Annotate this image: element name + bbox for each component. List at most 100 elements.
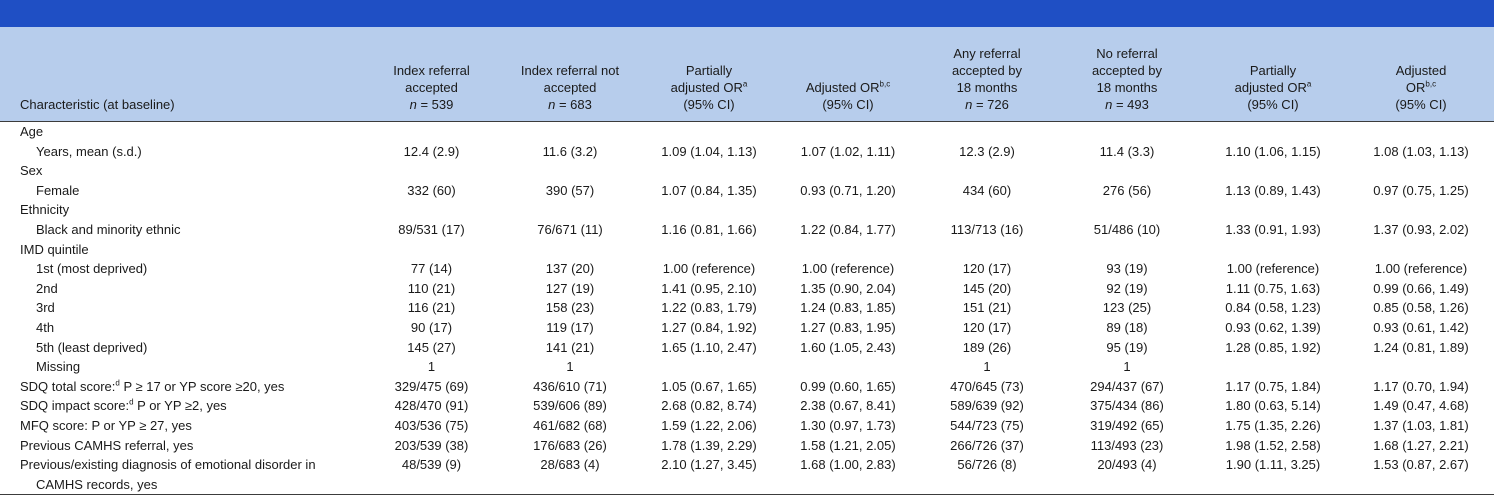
table-cell: 12.3 (2.9) (959, 143, 1015, 159)
section-ethnicity: Ethnicity (20, 202, 70, 218)
table-cell: 116 (21) (407, 300, 456, 316)
table-cell: 28/683 (4) (500, 455, 640, 496)
table-cell: 1.58 (1.21, 2.05) (800, 437, 896, 453)
row-label: Previous/existing diagnosis of emotional… (0, 455, 363, 496)
table-cell: 110 (21) (407, 280, 456, 296)
table-cell: 176/683 (26) (533, 437, 607, 453)
table-cell: 120 (17) (962, 261, 1012, 277)
table-row: 1st (most deprived) 77 (14) 137 (20) 1.00 … (0, 259, 1494, 279)
table-cell: 90 (17) (410, 319, 453, 335)
table-cell: 203/539 (38) (394, 437, 469, 453)
row-label: MFQ score: P or YP ≥ 27, yes (20, 417, 192, 433)
table-cell: 1.08 (1.03, 1.13) (1373, 143, 1469, 159)
table-cell: 145 (27) (407, 339, 456, 355)
table-cell: 2.10 (1.27, 3.45) (640, 455, 778, 496)
header-index-not-accepted: Index referral not accepted n = 683 (500, 27, 640, 122)
row-label: 2nd (36, 280, 58, 296)
table-cell: 2.68 (0.82, 8.74) (661, 398, 757, 414)
table-cell: 1.22 (0.84, 1.77) (800, 221, 896, 237)
table-row: Black and minority ethnic 89/531 (17) 76/… (0, 220, 1494, 240)
table-cell: 1.53 (0.87, 2.67) (1348, 455, 1494, 496)
table-row: 5th (least deprived) 145 (27) 141 (21) 1.6… (0, 338, 1494, 358)
header-any-referral-accepted: Any referral accepted by 18 months n = 726 (918, 27, 1056, 122)
table-cell: 0.93 (0.71, 1.20) (800, 182, 896, 198)
table-cell: 1.78 (1.39, 2.29) (661, 437, 757, 453)
table-cell: 1.11 (0.75, 1.63) (1225, 280, 1321, 296)
table-cell: 0.99 (0.66, 1.49) (1373, 280, 1469, 296)
table-cell: 434 (60) (962, 182, 1012, 198)
table-cell: 1.41 (0.95, 2.10) (661, 280, 757, 296)
table-cell: 436/610 (71) (533, 378, 607, 394)
table-cell (778, 357, 918, 377)
table-cell: 1.16 (0.81, 1.66) (661, 221, 757, 237)
section-age: Age (20, 124, 44, 139)
table-cell: 137 (20) (545, 261, 595, 277)
table-cell: 11.6 (3.2) (542, 143, 598, 159)
row-label: Missing (36, 359, 81, 375)
row-label: 5th (least deprived) (36, 339, 148, 355)
header-index-accepted: Index referral accepted n = 539 (363, 27, 500, 122)
table-cell: 428/470 (91) (394, 398, 469, 414)
table-cell: 1.59 (1.22, 2.06) (661, 417, 757, 433)
table-cell: 77 (14) (410, 261, 453, 277)
table-cell: 1.33 (0.91, 1.93) (1225, 221, 1321, 237)
table-cell: 127 (19) (545, 280, 595, 296)
table-cell: 461/682 (68) (533, 417, 607, 433)
table-cell: 48/539 (9) (363, 455, 500, 496)
table-row: Missing 1 1 1 1 (0, 357, 1494, 377)
table-cell (640, 357, 778, 377)
row-label: Black and minority ethnic (36, 221, 181, 237)
table-cell: 0.93 (0.61, 1.42) (1373, 319, 1469, 335)
section-row: IMD quintile (0, 240, 1494, 260)
table-row: Previous CAMHS referral, yes 203/539 (38… (0, 436, 1494, 456)
table-cell: 11.4 (3.3) (1099, 143, 1155, 159)
section-row: Age (0, 122, 1494, 142)
table-cell: 266/726 (37) (950, 437, 1024, 453)
table-cell: 1.49 (0.47, 4.68) (1373, 398, 1469, 414)
table-cell: 1.80 (0.63, 5.14) (1225, 398, 1321, 414)
header-partially-adjusted-or-2: Partially adjusted ORa (95% CI) (1198, 27, 1348, 122)
table-cell: 51/486 (10) (1093, 221, 1161, 237)
table-cell: 1.00 (reference) (662, 261, 756, 277)
table-cell: 1.17 (0.70, 1.94) (1373, 378, 1469, 394)
section-sex: Sex (20, 163, 43, 179)
row-label: Years, mean (s.d.) (36, 143, 142, 159)
table-row: SDQ impact score:d P or YP ≥2, yes 428/4… (0, 396, 1494, 416)
table-row: 3rd 116 (21) 158 (23) 1.22 (0.83, 1.79) 1.2… (0, 298, 1494, 318)
table-cell: 158 (23) (545, 300, 595, 316)
table-cell: 1.28 (0.85, 1.92) (1225, 339, 1321, 355)
table-cell: 1 (1123, 359, 1131, 375)
baseline-characteristics-table: Characteristic (at baseline) Index refer… (0, 27, 1494, 496)
row-label: 3rd (36, 300, 55, 316)
table-cell: 113/493 (23) (1090, 437, 1164, 453)
table-cell: 95 (19) (1106, 339, 1148, 355)
header-no-referral-accepted: No referral accepted by 18 months n = 493 (1056, 27, 1198, 122)
table-cell: 319/492 (65) (1090, 417, 1164, 433)
table-cell: 20/493 (4) (1056, 455, 1198, 496)
section-row: Ethnicity (0, 200, 1494, 220)
table-cell: 0.99 (0.60, 1.65) (800, 378, 896, 394)
row-label: 4th (36, 319, 55, 335)
table-row: SDQ total score:d P ≥ 17 or YP score ≥20… (0, 377, 1494, 397)
table-cell: 2.38 (0.67, 8.41) (800, 398, 896, 414)
table-cell: 332 (60) (407, 182, 456, 198)
table-cell: 89/531 (17) (398, 221, 465, 237)
table-cell: 145 (20) (962, 280, 1012, 296)
table-cell: 1.24 (0.83, 1.85) (800, 300, 896, 316)
table-cell: 1 (983, 359, 991, 375)
table-cell: 470/645 (73) (950, 378, 1024, 394)
table-cell: 76/671 (11) (537, 221, 603, 237)
row-label: Female (36, 182, 80, 198)
table-cell: 589/639 (92) (950, 398, 1024, 414)
header-partially-adjusted-or-1: Partially adjusted ORa (95% CI) (640, 27, 778, 122)
table-cell: 1.13 (0.89, 1.43) (1225, 182, 1321, 198)
table-cell: 1.68 (1.27, 2.21) (1373, 437, 1469, 453)
table-cell: 1.00 (reference) (801, 261, 895, 277)
table-cell: 539/606 (89) (533, 398, 607, 414)
table-row: Female 332 (60) 390 (57) 1.07 (0.84, 1.35)… (0, 181, 1494, 201)
table-title-bar (0, 0, 1494, 27)
table-cell: 1.35 (0.90, 2.04) (800, 280, 896, 296)
table-cell: 1.68 (1.00, 2.83) (778, 455, 918, 496)
table-cell: 1.00 (reference) (1226, 261, 1320, 277)
table-cell: 1.37 (0.93, 2.02) (1373, 221, 1469, 237)
